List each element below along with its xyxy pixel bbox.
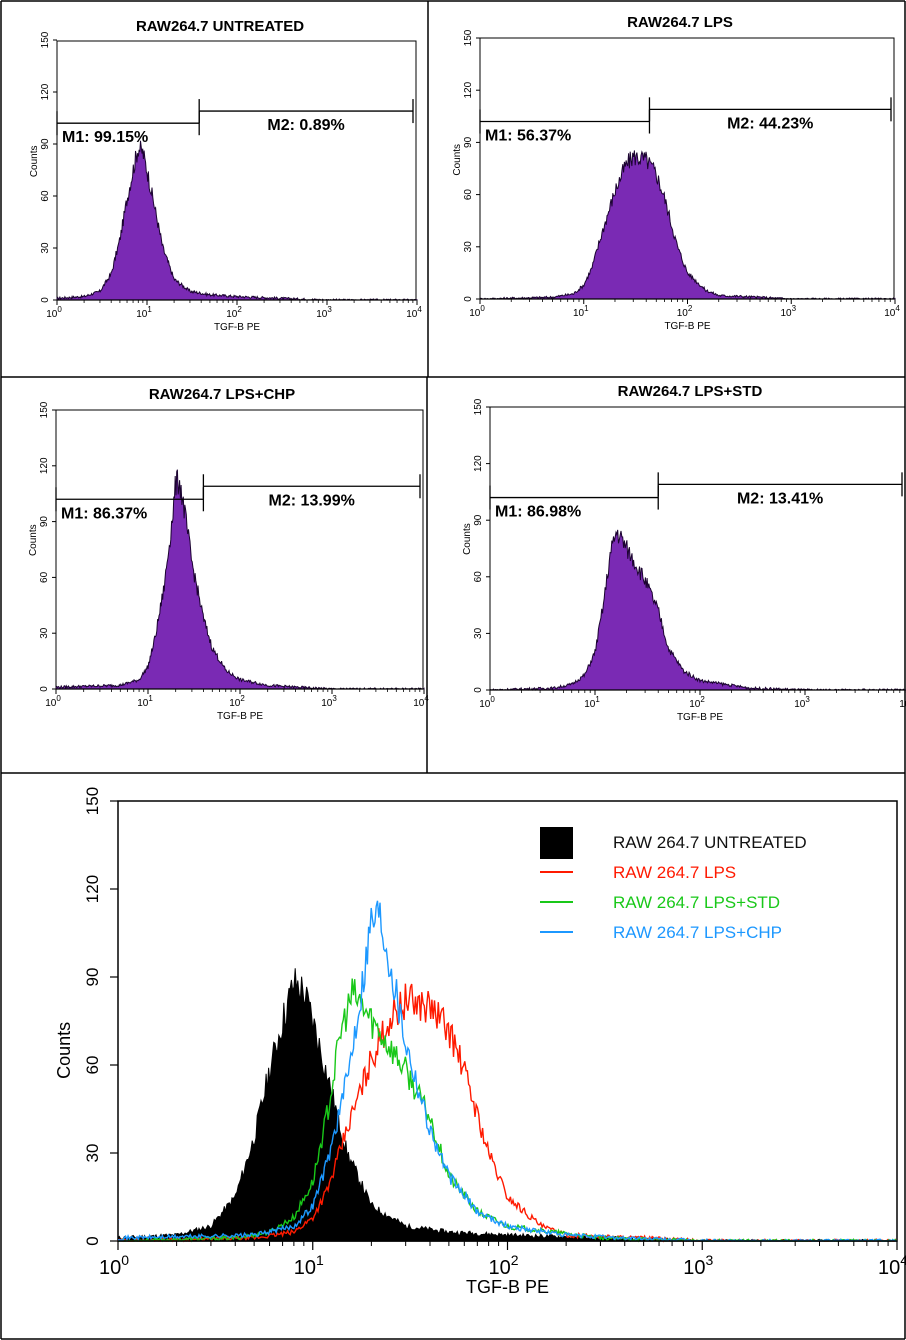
y-axis-label: Counts	[452, 144, 463, 176]
y-tick-label: 30	[463, 241, 474, 253]
gate-m2-label: M2: 13.41%	[737, 490, 823, 507]
gate-m2-label: M2: 0.89%	[267, 117, 344, 134]
y-tick-label: 0	[473, 687, 484, 693]
y-tick-label: 120	[39, 457, 50, 474]
histogram-panel-untreated: RAW264.7 UNTREATED 100 101 102 103 104 TGF-B P…	[29, 18, 422, 333]
y-tick-label: 0	[463, 296, 474, 302]
y-tick-label: 0	[83, 1236, 102, 1245]
x-tick-label: 102	[226, 305, 242, 320]
y-tick-label: 30	[83, 1144, 102, 1163]
x-tick-label: 104	[899, 695, 906, 710]
y-tick-label: 120	[40, 83, 51, 100]
histogram-panel-lps-std: RAW264.7 LPS+STD 100 101 102 103 104 TGF-B PE 0…	[462, 383, 906, 723]
gate-m2-label: M2: 13.99%	[269, 492, 355, 509]
y-axis-label: Counts	[29, 145, 40, 177]
x-axis-label: TGF-B PE	[466, 1277, 549, 1297]
y-tick-label: 90	[473, 514, 484, 526]
x-tick-label: 103	[794, 695, 810, 710]
y-tick-label: 120	[83, 875, 102, 903]
y-tick-label: 0	[39, 686, 50, 692]
panel-title: RAW264.7 LPS+STD	[618, 383, 763, 400]
y-tick-label: 90	[39, 516, 50, 528]
panel-title: RAW264.7 LPS	[627, 14, 733, 31]
legend-label-lps_std: RAW 264.7 LPS+STD	[613, 893, 780, 912]
legend-swatch-untreated	[540, 827, 573, 859]
x-axis-label: TGF-B PE	[214, 322, 260, 333]
x-tick-label: 104	[884, 304, 900, 319]
x-tick-label: 101	[137, 694, 153, 709]
y-axis-label: Counts	[462, 523, 473, 555]
y-tick-label: 150	[473, 398, 484, 415]
y-tick-label: 60	[473, 571, 484, 583]
legend-label-lps: RAW 264.7 LPS	[613, 863, 736, 882]
x-tick-label: 101	[584, 695, 600, 710]
y-tick-label: 60	[83, 1056, 102, 1075]
y-tick-label: 120	[463, 81, 474, 98]
y-tick-label: 0	[40, 297, 51, 303]
x-tick-label: 104	[413, 694, 429, 709]
y-tick-label: 30	[473, 627, 484, 639]
x-tick-label: 102	[689, 695, 705, 710]
y-tick-label: 150	[40, 31, 51, 48]
y-axis-label: Counts	[54, 1022, 74, 1079]
gate-m1-label: M1: 99.15%	[62, 129, 148, 146]
x-tick-label: 102	[677, 304, 693, 319]
gate-m1-label: M1: 86.37%	[61, 505, 147, 522]
y-axis-label: Counts	[28, 524, 39, 556]
legend-label-untreated: RAW 264.7 UNTREATED	[613, 833, 807, 852]
histogram-panel-lps-chp: RAW264.7 LPS+CHP 100 101 102 103 104 TGF-B PE 0…	[28, 386, 429, 722]
histogram-panel-lps: RAW264.7 LPS 100 101 102 103 104 TGF-B PE 0 30 60…	[452, 14, 900, 332]
x-axis-label: TGF-B PE	[677, 712, 723, 723]
x-tick-label: 103	[780, 304, 796, 319]
y-tick-label: 60	[40, 190, 51, 202]
x-tick-label: 102	[229, 694, 245, 709]
x-tick-label: 103	[316, 305, 332, 320]
x-tick-label: 100	[99, 1252, 129, 1279]
y-tick-label: 30	[40, 242, 51, 254]
x-tick-label: 103	[683, 1252, 713, 1279]
y-tick-label: 150	[39, 401, 50, 418]
x-tick-label: 101	[136, 305, 152, 320]
gate-m1-label: M1: 86.98%	[495, 504, 581, 521]
panel-title: RAW264.7 LPS+CHP	[149, 386, 295, 403]
x-tick-label: 101	[294, 1252, 324, 1279]
gate-m2-label: M2: 44.23%	[727, 115, 813, 132]
panel-title: RAW264.7 UNTREATED	[136, 18, 304, 35]
x-axis-label: TGF-B PE	[217, 711, 263, 722]
x-tick-label: 101	[573, 304, 589, 319]
x-tick-label: 103	[321, 694, 337, 709]
y-tick-label: 60	[39, 571, 50, 583]
y-tick-label: 90	[83, 968, 102, 987]
gate-m1-label: M1: 56.37%	[485, 128, 571, 145]
x-tick-label: 104	[878, 1252, 906, 1279]
x-tick-label: 100	[479, 695, 495, 710]
legend-label-lps_chp: RAW 264.7 LPS+CHP	[613, 923, 782, 942]
y-tick-label: 90	[463, 136, 474, 148]
x-tick-label: 100	[469, 304, 485, 319]
x-tick-label: 104	[406, 305, 422, 320]
y-tick-label: 60	[463, 189, 474, 201]
y-tick-label: 150	[463, 29, 474, 46]
y-tick-label: 90	[40, 138, 51, 150]
x-tick-label: 102	[488, 1252, 518, 1279]
overlay-histogram-panel: 100 101 102 103 104 TGF-B PE 0 30 60 90 120 150 Coun…	[54, 787, 906, 1297]
x-tick-label: 100	[46, 305, 62, 320]
x-tick-label: 100	[45, 694, 61, 709]
y-tick-label: 150	[83, 787, 102, 815]
y-tick-label: 120	[473, 455, 484, 472]
y-tick-label: 30	[39, 627, 50, 639]
x-axis-label: TGF-B PE	[664, 321, 710, 332]
